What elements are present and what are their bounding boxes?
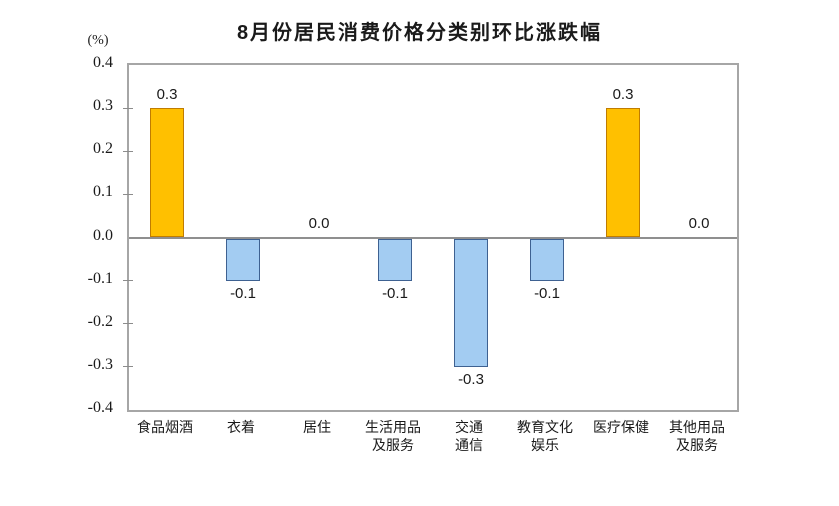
bar-衣着	[226, 238, 260, 281]
y-axis-tick-mark	[123, 366, 133, 368]
x-axis-label-line: 及服务	[676, 437, 718, 453]
y-axis-tick-label: 0.4	[93, 54, 113, 71]
y-axis-tick-label: 0.2	[93, 140, 113, 158]
y-axis-tick-mark	[123, 323, 133, 325]
y-axis-tick-mark	[123, 150, 133, 152]
y-axis-unit-label: (%)	[87, 33, 109, 48]
x-axis-label-line: 居住	[303, 419, 331, 435]
x-axis-label-line: 教育文化	[517, 419, 573, 435]
zero-axis-line	[129, 236, 737, 239]
x-axis-label-line: 生活用品	[365, 419, 421, 435]
data-label-交通通信: -0.3	[458, 370, 484, 388]
x-axis-label-其他用品及服务: 其他用品 及服务	[659, 418, 735, 454]
data-label-医疗保健: 0.3	[612, 86, 634, 104]
x-axis-label-教育文化娱乐: 教育文化 娱乐	[507, 418, 583, 454]
x-axis-label-医疗保健: 医疗保健	[583, 418, 659, 436]
bar-生活用品及服务	[378, 238, 412, 281]
x-axis-label-生活用品及服务: 生活用品 及服务	[355, 418, 431, 454]
data-label-食品烟酒: 0.3	[156, 86, 178, 104]
bar-交通通信	[454, 238, 488, 367]
y-axis-tick-label: 0.1	[93, 183, 113, 201]
chart-title: 8月份居民消费价格分类别环比涨跌幅	[236, 22, 603, 44]
y-axis-tick-label: -0.4	[87, 399, 113, 416]
x-axis-label-line: 通信	[455, 437, 483, 453]
bar-教育文化娱乐	[530, 238, 564, 281]
x-axis-label-交通通信: 交通 通信	[431, 418, 507, 454]
data-label-居住: 0.0	[308, 214, 330, 232]
y-axis-tick-mark	[123, 107, 133, 109]
x-axis-label-衣着: 衣着	[203, 418, 279, 436]
x-axis-label-食品烟酒: 食品烟酒	[127, 418, 203, 436]
data-label-生活用品及服务: -0.1	[382, 284, 408, 302]
x-axis-label-line: 及服务	[372, 437, 414, 453]
data-label-衣着: -0.1	[230, 284, 256, 302]
data-label-教育文化娱乐: -0.1	[534, 284, 560, 302]
data-label-其他用品及服务: 0.0	[688, 214, 710, 232]
x-axis-label-line: 交通	[455, 419, 483, 435]
y-axis-tick-label: 0.3	[93, 97, 113, 115]
bar-医疗保健	[606, 108, 640, 237]
y-axis-tick-mark	[123, 193, 133, 195]
x-axis-label-line: 食品烟酒	[137, 419, 193, 435]
x-axis-label-line: 娱乐	[531, 437, 559, 453]
x-axis-label-line: 医疗保健	[593, 419, 649, 435]
y-axis-tick-label: -0.3	[87, 355, 113, 373]
x-axis-label-line: 衣着	[227, 419, 255, 435]
x-axis-label-居住: 居住	[279, 418, 355, 436]
x-axis-label-line: 其他用品	[669, 419, 725, 435]
y-axis-tick-mark	[123, 280, 133, 282]
y-axis-tick-label: 0.0	[93, 226, 113, 244]
plot-area: 0.3 -0.1 0.0 -0.1 -0.3 -0.1 0.3 0.0	[123, 63, 739, 412]
y-axis-tick-label: -0.1	[87, 269, 113, 287]
y-axis-tick-label: -0.2	[87, 312, 113, 330]
bar-食品烟酒	[150, 108, 184, 237]
